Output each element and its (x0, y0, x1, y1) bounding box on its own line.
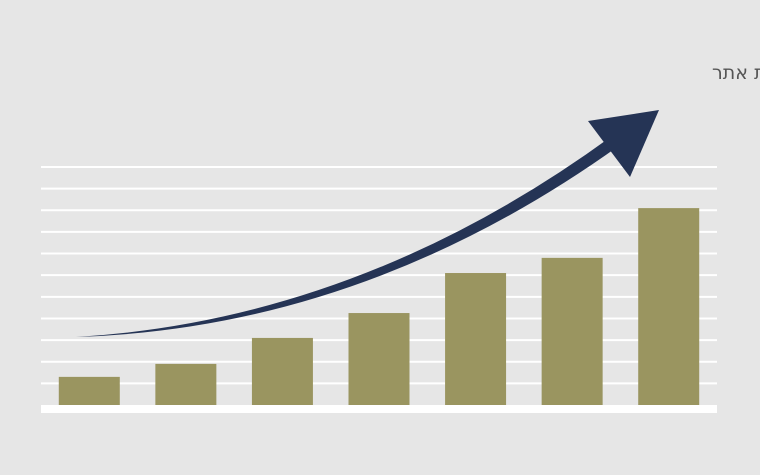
baseline (41, 405, 717, 413)
bar (541, 257, 603, 405)
bar (58, 376, 120, 405)
bar (638, 208, 700, 405)
bars (58, 208, 700, 405)
bar (251, 337, 313, 405)
bar (445, 273, 507, 405)
trend-arrow-head (588, 110, 659, 177)
bar (155, 363, 217, 405)
bar (348, 313, 410, 405)
trend-arrow (76, 110, 659, 337)
chart-title: גידול במכירות בעקבות הקמת אתר (712, 62, 760, 84)
